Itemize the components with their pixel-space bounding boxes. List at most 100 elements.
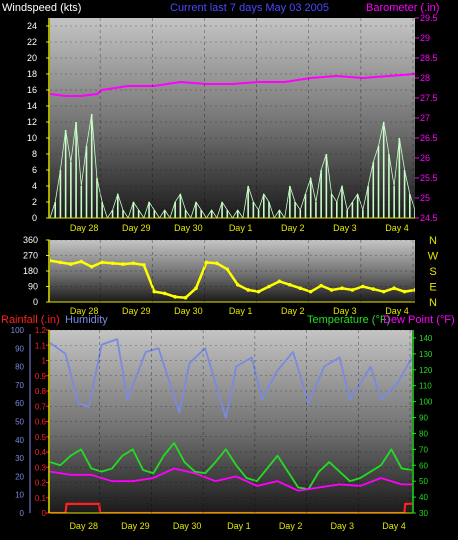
windspeed-title: Windspeed (kts) — [2, 2, 81, 14]
wind-y-tick: 14 — [27, 101, 37, 111]
humidity-y-tick: 100 — [11, 326, 25, 335]
wind-direction-point — [142, 263, 146, 267]
wind-y-tick: 0 — [32, 213, 37, 223]
wind-direction-point — [371, 287, 376, 291]
rain-y-tick: 0.1 — [35, 494, 47, 503]
wind-y-tick: 6 — [32, 165, 37, 175]
wind-direction-point — [381, 289, 386, 294]
dir-y-tick: 90 — [28, 282, 38, 292]
wind-direction-point — [110, 261, 115, 266]
baro-y-tick: 26.5 — [420, 133, 438, 143]
barometer-line — [50, 73, 415, 97]
wind-y-tick: 18 — [27, 69, 37, 79]
temp-y-tick: 90 — [419, 414, 428, 423]
compass-label: E — [429, 282, 436, 294]
temp-y-tick: 70 — [419, 445, 428, 454]
dir-x-tick: Day 29 — [122, 306, 151, 316]
humidity-title: Humidity — [65, 314, 108, 326]
wind-direction-point — [402, 289, 407, 294]
wind-direction-point — [298, 286, 303, 291]
wind-direction-point — [308, 289, 313, 294]
humidity-y-tick: 30 — [15, 454, 24, 463]
baro-y-tick: 28 — [420, 73, 430, 83]
humidity-line — [50, 338, 412, 419]
rain-y-tick: 0 — [42, 509, 47, 518]
baro-y-tick: 29 — [420, 33, 430, 43]
dir-y-tick: 0 — [33, 297, 38, 307]
rain-y-tick: 0.7 — [35, 402, 47, 411]
wind-direction-point — [235, 282, 240, 287]
dir-x-tick: Day 28 — [70, 306, 99, 316]
temp-y-tick: 100 — [419, 398, 433, 407]
wind-direction-point — [152, 289, 157, 294]
wind-direction-point — [340, 286, 344, 291]
temp-x-tick: Day 3 — [331, 521, 355, 531]
wind-direction-point — [121, 262, 125, 266]
wind-direction-point — [350, 288, 355, 292]
dir-y-tick: 180 — [23, 266, 38, 276]
rain-y-tick: 1.2 — [35, 326, 47, 335]
wind-y-tick: 24 — [27, 21, 37, 31]
wind-x-tick: Day 1 — [229, 223, 253, 233]
barometer-title: Barometer (.in) — [366, 2, 439, 14]
temp-y-tick: 140 — [419, 334, 433, 343]
humidity-y-tick: 10 — [15, 491, 24, 500]
rain-y-tick: 0.5 — [35, 433, 47, 442]
windspeed-line — [50, 113, 415, 218]
rain-y-tick: 0.2 — [35, 479, 47, 488]
wind-y-tick: 22 — [27, 37, 37, 47]
wind-y-tick: 12 — [27, 117, 37, 127]
rainfall-title: Rainfall (.in) — [1, 314, 60, 326]
dir-x-tick: Day 2 — [281, 306, 305, 316]
temperature-title: Temperature (°F) — [307, 314, 390, 326]
wind-direction-point — [319, 283, 323, 288]
compass-label: N — [429, 235, 437, 247]
temp-x-tick: Day 28 — [69, 521, 98, 531]
compass-label: W — [428, 251, 439, 263]
wind-direction-point — [277, 279, 282, 284]
humidity-y-tick: 70 — [15, 381, 24, 390]
dir-x-tick: Day 3 — [333, 306, 357, 316]
chart-title: Current last 7 days May 03 2005 — [170, 2, 329, 14]
wind-x-tick: Day 29 — [122, 223, 151, 233]
wind-y-tick: 16 — [27, 85, 37, 95]
rain-y-tick: 0.3 — [35, 463, 47, 472]
wind-direction-point — [100, 260, 104, 265]
temp-x-tick: Day 29 — [121, 521, 150, 531]
wind-x-tick: Day 4 — [385, 223, 409, 233]
temp-y-tick: 130 — [419, 350, 433, 359]
wind-plot-area — [50, 18, 415, 218]
rain-y-tick: 0.9 — [35, 372, 47, 381]
wind-y-tick: 10 — [27, 133, 37, 143]
wind-direction-point — [267, 284, 271, 289]
wind-direction-point — [413, 288, 415, 292]
baro-y-tick: 26 — [420, 153, 430, 163]
rain-y-tick: 0.8 — [35, 387, 47, 396]
dir-y-tick: 360 — [23, 235, 38, 245]
baro-y-tick: 27 — [420, 113, 430, 123]
wind-y-tick: 4 — [32, 181, 37, 191]
temp-y-tick: 120 — [419, 366, 433, 375]
wind-y-tick: 8 — [32, 149, 37, 159]
wind-x-tick: Day 28 — [70, 223, 99, 233]
temp-x-tick: Day 4 — [382, 521, 406, 531]
humidity-y-tick: 0 — [20, 509, 25, 518]
wind-direction-point — [183, 295, 188, 300]
wind-direction-point — [173, 295, 177, 299]
temp-y-tick: 40 — [419, 493, 428, 502]
wind-direction-point — [361, 284, 365, 289]
baro-y-tick: 25 — [420, 193, 430, 203]
wind-y-tick: 2 — [32, 197, 37, 207]
temp-y-tick: 30 — [419, 509, 428, 518]
wind-direction-point — [392, 286, 396, 291]
wind-direction-point — [204, 260, 209, 265]
wind-direction-point — [131, 261, 136, 266]
wind-direction-point — [50, 258, 52, 263]
direction-plot-area — [50, 240, 415, 302]
compass-label: S — [429, 266, 436, 278]
rainfall-line — [50, 502, 412, 513]
temp-y-tick: 60 — [419, 461, 428, 470]
wind-direction-point — [58, 260, 63, 265]
wind-direction-point — [162, 291, 167, 296]
